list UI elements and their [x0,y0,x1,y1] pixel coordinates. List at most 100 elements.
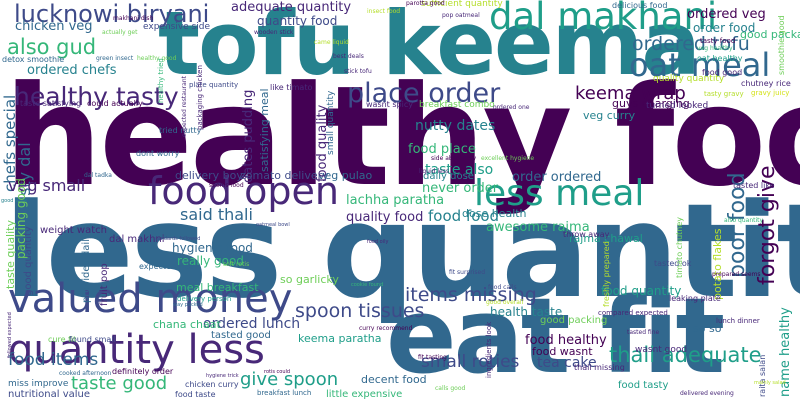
cloud-word: best deals [333,53,364,60]
cloud-word: weight watch [40,225,107,236]
cloud-word: taste good [71,373,168,394]
cloud-word: good work [1,198,28,204]
cloud-word: adequate quantity [231,0,352,15]
cloud-word: quality food [346,210,424,225]
cloud-word: hygiene trick [206,373,239,379]
cloud-word: parotta good [406,0,445,7]
cloud-word: tasted fine [627,329,660,336]
cloud-word: healthy tasty [14,82,179,111]
cloud-word: delivery boy [175,169,243,182]
cloud-word: good overall [486,299,524,306]
cloud-word: quality quantity [653,74,725,84]
cloud-word: healthy good [137,55,177,62]
cloud-word: meal breakfast [176,281,259,294]
cloud-word: valued money [8,276,293,322]
cloud-word: ordered tofu [632,33,750,55]
cloud-word: came liquid [314,39,349,46]
cloud-word: food oily [367,239,389,245]
cloud-word: chicken veg [15,19,93,34]
cloud-word: prepared seems [712,271,761,278]
cloud-word: small quantity [326,90,336,155]
cloud-word: ordered lunch [203,316,301,332]
cloud-word: smoothie good [777,15,786,75]
cloud-word: chana chaat [153,318,221,331]
cloud-word: veg small [8,176,86,195]
cloud-word: keema paratha [298,332,382,345]
cloud-word: items missing [405,284,537,306]
cloud-word: fruit pop [99,263,110,306]
cloud-word: taste also [425,162,494,178]
cloud-word: food open [148,169,339,213]
cloud-word: compared expected [598,309,668,317]
cloud-word: order ordered [512,170,602,185]
cloud-word: stick tofu [344,68,372,75]
cloud-word: wooden stick [254,29,294,36]
cloud-word: veg healthy [697,45,733,52]
cloud-word: could actually [87,99,143,108]
cloud-word: place order [347,78,501,109]
cloud-word: veg pulao [318,169,373,182]
cloud-word: so garlicky [280,273,339,286]
cloud-word: actually get [102,29,138,36]
cloud-word: delivery person [177,295,232,303]
cloud-word: hygienic food [172,241,253,255]
cloud-word: cookie found [351,282,384,288]
cloud-word: rotis could [264,369,291,375]
cloud-word: healthy food [4,56,800,217]
cloud-word: side absolutely [431,155,477,162]
cloud-word: expected restaurant [181,76,188,137]
cloud-word: less meal [474,173,645,214]
cloud-word: plate quantity [189,81,239,89]
cloud-word: give spoon [240,369,339,390]
cloud-word: tasty gravy [704,90,744,98]
cloud-word: zomato delivery [240,169,329,182]
cloud-word: like timato [270,83,313,92]
cloud-word: oatmeal bowl [256,222,290,228]
cloud-word: sufficient quantity [421,0,503,9]
cloud-word: dose health [462,207,527,220]
cloud-word: nutty dates [415,118,496,134]
cloud-word: calls good [435,385,466,392]
cloud-word: food wasnt [532,345,593,358]
cloud-word: less quantity [4,175,800,327]
cloud-word: little expensive [326,389,403,400]
cloud-word: dont worry [136,149,180,158]
cloud-word: timato chutney [675,216,684,278]
cloud-word: cooked afternoon [59,370,112,377]
cloud-word: food food [428,207,500,225]
cloud-word: daily dose [423,171,474,182]
cloud-word: potato flakes [711,228,724,300]
cloud-word: lachha paratha [346,193,445,208]
cloud-word: tasty food [700,37,736,45]
cloud-word: food healthy [525,333,607,348]
cloud-word: turned looked [646,101,709,111]
cloud-word: food calls [488,284,517,291]
cloud-word: dal makhani [489,0,718,38]
cloud-word: expected rice [139,262,194,271]
cloud-word: decent food [361,373,427,386]
cloud-word: ingredients look [485,321,493,378]
cloud-word: standards followed [153,236,201,242]
cloud-word: oat meal [629,46,771,84]
cloud-word: food quantity [601,284,682,298]
cloud-word: ordered veg [687,7,766,22]
cloud-word: found small [69,335,116,344]
cloud-word: never order [422,181,499,196]
cloud-word: oat healthy [697,54,743,63]
cloud-word: spoon tissues [295,300,425,322]
cloud-word: miss improve [8,379,69,389]
cloud-word: tasted good [211,330,271,341]
cloud-word: provides daily [81,233,92,303]
cloud-word: really good [177,254,244,268]
cloud-word: healthy tried [157,58,165,103]
cloud-word: soft rotis [223,261,250,268]
cloud-word: dal makhni [109,234,165,245]
cloud-word: breakfast lunch [257,389,312,397]
cloud-word: thali adequate [609,343,762,367]
cloud-word: food place [408,142,476,157]
cloud-word: freshly prepared [602,241,611,307]
cloud-word: breakfast combo [419,100,495,110]
cloud-word: eat fit [386,275,725,397]
cloud-word: delicious food [612,1,668,10]
